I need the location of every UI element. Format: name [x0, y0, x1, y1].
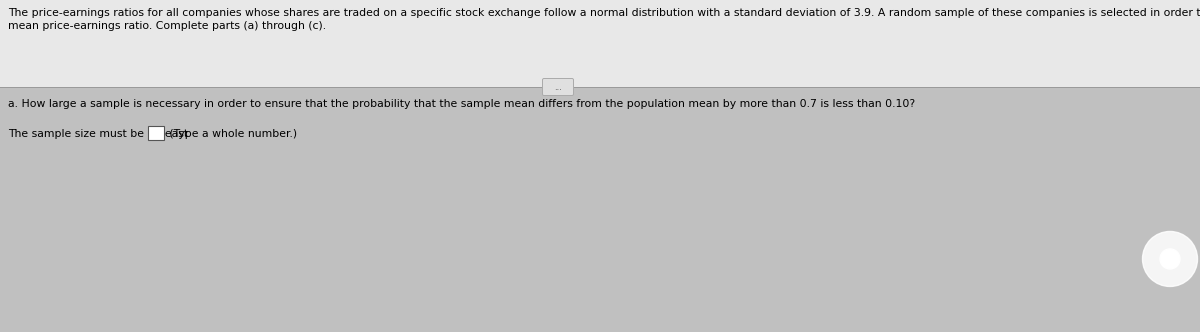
Text: The price-earnings ratios for all companies whose shares are traded on a specifi: The price-earnings ratios for all compan… [8, 8, 1200, 18]
Bar [0, 87, 1200, 332]
Bar [149, 126, 164, 140]
FancyBboxPatch shape [542, 78, 574, 96]
Text: The sample size must be at least: The sample size must be at least [8, 129, 188, 139]
Ellipse shape [1142, 231, 1198, 287]
Bar [0, 0, 1200, 87]
Text: (Type a whole number.): (Type a whole number.) [166, 129, 298, 139]
Text: mean price-earnings ratio. Complete parts (a) through (c).: mean price-earnings ratio. Complete part… [8, 21, 326, 31]
Ellipse shape [1160, 249, 1180, 269]
Text: ...: ... [554, 82, 562, 92]
Text: a. How large a sample is necessary in order to ensure that the probability that : a. How large a sample is necessary in or… [8, 99, 916, 109]
